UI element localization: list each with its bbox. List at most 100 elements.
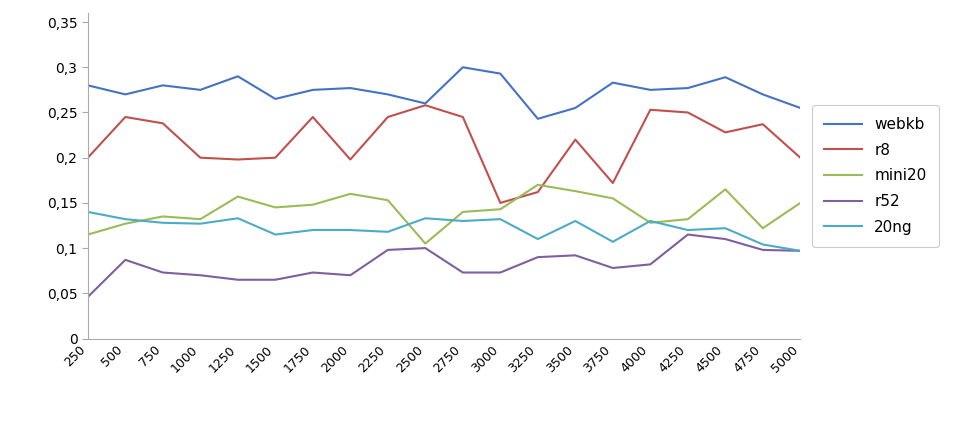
r52 <box>457 270 468 275</box>
webkb <box>157 83 169 88</box>
webkb <box>719 75 731 80</box>
Line: r52: r52 <box>88 234 800 297</box>
mini20 <box>232 194 244 199</box>
r8 <box>644 107 656 112</box>
mini20 <box>345 191 356 197</box>
r8 <box>457 115 468 120</box>
webkb <box>194 87 206 92</box>
20ng <box>569 218 581 224</box>
webkb <box>420 101 431 106</box>
r8 <box>82 155 94 160</box>
r8 <box>495 201 507 206</box>
r52 <box>420 246 431 251</box>
webkb <box>794 105 806 111</box>
r8 <box>307 115 319 120</box>
mini20 <box>607 196 619 201</box>
r52 <box>157 270 169 275</box>
r8 <box>794 155 806 160</box>
r52 <box>794 248 806 253</box>
webkb <box>607 80 619 85</box>
mini20 <box>682 217 694 222</box>
webkb <box>644 87 656 92</box>
20ng <box>194 221 206 226</box>
20ng <box>495 217 507 222</box>
r8 <box>157 121 169 126</box>
20ng <box>157 220 169 225</box>
webkb <box>82 83 94 88</box>
mini20 <box>194 217 206 222</box>
webkb <box>495 71 507 76</box>
mini20 <box>307 202 319 207</box>
20ng <box>682 227 694 233</box>
20ng <box>719 226 731 231</box>
webkb <box>532 116 544 122</box>
mini20 <box>382 197 393 203</box>
mini20 <box>794 201 806 206</box>
mini20 <box>532 182 544 187</box>
mini20 <box>495 207 507 212</box>
mini20 <box>457 209 468 214</box>
r8 <box>569 137 581 142</box>
mini20 <box>757 226 769 231</box>
20ng <box>269 232 281 237</box>
r8 <box>719 130 731 135</box>
r8 <box>757 122 769 127</box>
r8 <box>345 157 356 162</box>
r52 <box>569 253 581 258</box>
r8 <box>682 110 694 115</box>
20ng <box>757 242 769 247</box>
mini20 <box>719 187 731 192</box>
r52 <box>119 257 131 263</box>
r52 <box>194 273 206 278</box>
mini20 <box>82 232 94 237</box>
r52 <box>307 270 319 275</box>
20ng <box>794 248 806 253</box>
20ng <box>382 229 393 234</box>
Legend: webkb, r8, mini20, r52, 20ng: webkb, r8, mini20, r52, 20ng <box>811 105 939 247</box>
20ng <box>607 239 619 244</box>
mini20 <box>644 220 656 225</box>
20ng <box>457 218 468 224</box>
webkb <box>382 92 393 97</box>
r52 <box>682 232 694 237</box>
mini20 <box>157 214 169 219</box>
20ng <box>532 237 544 242</box>
r8 <box>382 115 393 120</box>
webkb <box>457 65 468 70</box>
Line: r8: r8 <box>88 105 800 203</box>
r52 <box>644 262 656 267</box>
r8 <box>607 181 619 186</box>
20ng <box>232 216 244 221</box>
r52 <box>82 294 94 299</box>
20ng <box>119 217 131 222</box>
20ng <box>345 227 356 233</box>
r8 <box>194 155 206 160</box>
webkb <box>119 92 131 97</box>
20ng <box>82 209 94 214</box>
r8 <box>420 103 431 108</box>
Line: 20ng: 20ng <box>88 212 800 251</box>
r8 <box>269 155 281 160</box>
r52 <box>757 247 769 253</box>
20ng <box>644 218 656 224</box>
20ng <box>420 216 431 221</box>
r52 <box>382 247 393 253</box>
webkb <box>682 85 694 91</box>
Line: webkb: webkb <box>88 67 800 119</box>
20ng <box>307 227 319 233</box>
mini20 <box>420 241 431 246</box>
r52 <box>607 265 619 271</box>
webkb <box>269 96 281 102</box>
webkb <box>345 85 356 91</box>
r8 <box>119 115 131 120</box>
Line: mini20: mini20 <box>88 185 800 243</box>
mini20 <box>569 188 581 194</box>
r52 <box>232 277 244 283</box>
r52 <box>719 237 731 242</box>
webkb <box>569 105 581 111</box>
r52 <box>495 270 507 275</box>
r8 <box>532 189 544 194</box>
webkb <box>757 92 769 97</box>
r52 <box>532 254 544 260</box>
mini20 <box>269 205 281 210</box>
